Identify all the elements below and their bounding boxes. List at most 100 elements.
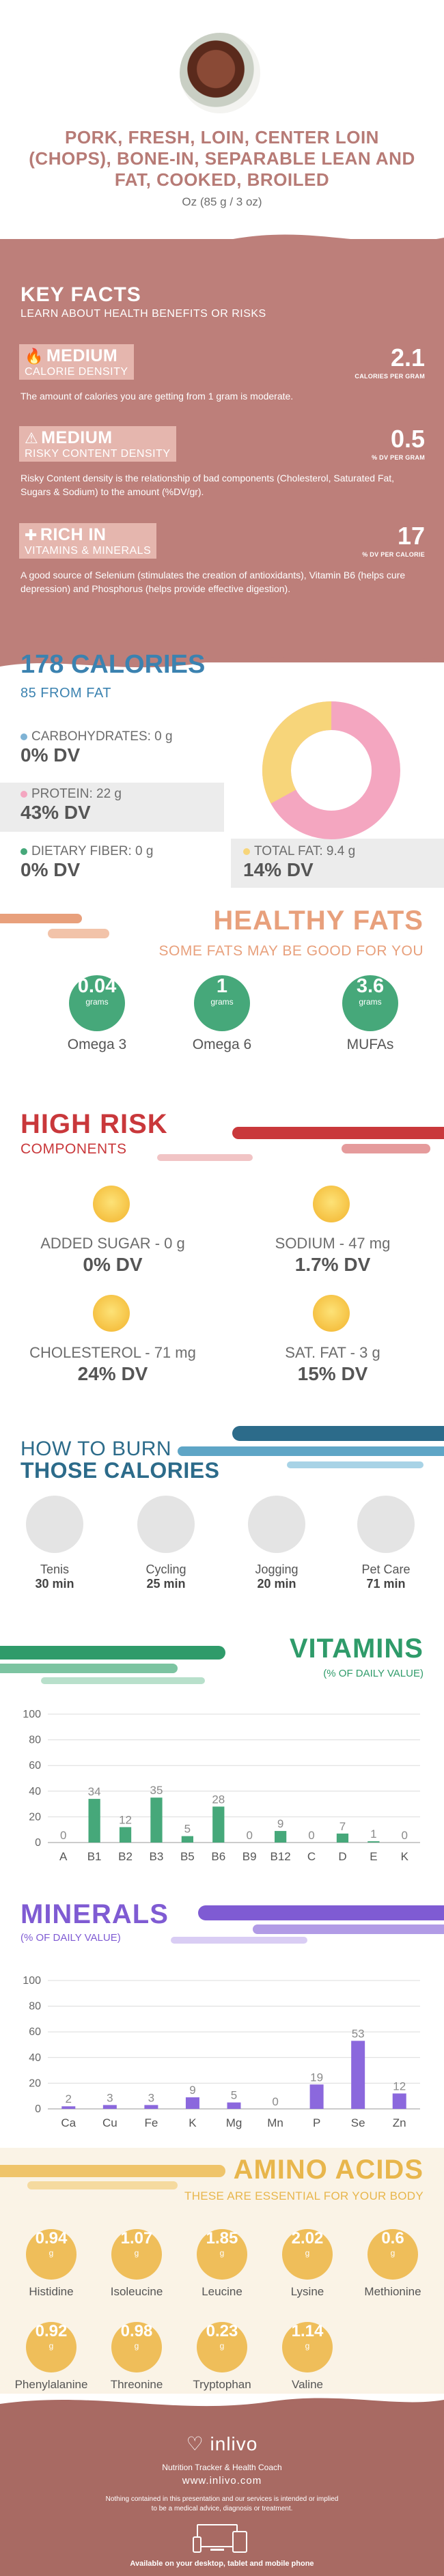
activity-jogging: Jogging 20 min: [236, 1496, 318, 1591]
pet-care-time: 71 min: [366, 1577, 406, 1591]
minerals-category-label: Zn: [393, 2116, 406, 2129]
protein-dv: 43% DV: [20, 802, 91, 823]
food-photo: [180, 33, 260, 113]
burn-decor-bar: [178, 1446, 444, 1456]
vitamins-category-label: A: [59, 1850, 68, 1863]
warning-icon: ⚠: [25, 430, 38, 447]
healthy-fats-decor-bar: [48, 929, 109, 938]
minerals-value-label: 3: [148, 2091, 154, 2104]
minerals-bar-se: [351, 2041, 365, 2109]
vitamins-category-label: E: [370, 1850, 377, 1863]
total-fat-dot: [243, 848, 250, 855]
vitamins-value-label: 7: [339, 1820, 346, 1833]
activity-cycling: Cycling 25 min: [125, 1496, 207, 1591]
key-facts-wave-bottom: [0, 642, 444, 668]
lysine-unit: g: [305, 2248, 310, 2258]
food-title: PORK, FRESH, LOIN, CENTER LOIN (CHOPS), …: [29, 127, 415, 190]
amino-lysine: 2.02 g Lysine: [263, 2221, 352, 2299]
footer-disclaimer-2: to be a medical advice, diagnosis or tre…: [151, 2505, 293, 2512]
minerals-category-label: Se: [351, 2116, 365, 2129]
vitamins-y-tick-label: 80: [29, 1735, 41, 1746]
tennis-icon: [26, 1496, 83, 1553]
total-fat-row-bg: [231, 839, 444, 888]
vitamins-bar-b2: [119, 1827, 132, 1843]
footer-url[interactable]: www.inlivo.com: [182, 2475, 262, 2487]
vitamins-bar-b3: [150, 1797, 163, 1843]
risky-content-badge: ⚠ MEDIUM RISKY CONTENT DENSITY: [19, 426, 176, 462]
minerals-bar-mg: [227, 2102, 241, 2109]
threonine-name: Threonine: [110, 2378, 163, 2391]
pet-care-icon: [357, 1496, 415, 1553]
isoleucine-value: 1.07: [120, 2229, 153, 2248]
calories-subtitle: 85 FROM FAT: [20, 686, 111, 701]
cholesterol-dv: 24% DV: [77, 1363, 148, 1384]
lysine-value: 2.02: [291, 2229, 324, 2248]
added-sugar-label: ADDED SUGAR - 0 g: [40, 1235, 185, 1252]
vitamins-value-label: 0: [246, 1829, 252, 1842]
high-risk-decor-bar: [342, 1144, 430, 1153]
calorie-density-level: MEDIUM: [46, 346, 118, 365]
minerals-value-label: 2: [66, 2092, 72, 2105]
omega-6-unit: grams: [210, 997, 234, 1007]
vitamins-bar-d: [336, 1833, 349, 1843]
minerals-category-label: Ca: [61, 2116, 76, 2129]
omega-3-name: Omega 3: [67, 1037, 127, 1052]
vitamins-value-label: 0: [402, 1829, 408, 1842]
vitamins-bar-b12: [274, 1831, 287, 1843]
added-sugar-smiley-icon: [93, 1186, 130, 1222]
leucine-unit: g: [219, 2248, 225, 2258]
vitamins-y-tick-label: 100: [23, 1709, 41, 1720]
protein-item: PROTEIN: 22 g 43% DV: [20, 787, 225, 824]
cycling-icon: [137, 1496, 195, 1553]
tryptophan-name: Tryptophan: [193, 2378, 251, 2391]
vitamins-bar-b5: [181, 1836, 194, 1843]
calorie-density-value: 2.1: [390, 344, 425, 372]
minerals-category-label: P: [313, 2116, 320, 2129]
amino-isoleucine: 1.07 g Isoleucine: [92, 2221, 181, 2299]
activity-tennis: Tenis 30 min: [14, 1496, 96, 1591]
calorie-density-label: CALORIE DENSITY: [25, 366, 128, 378]
carbohydrates-label: CARBOHYDRATES: 0 g: [31, 729, 173, 744]
omega-6-name: Omega 6: [192, 1037, 252, 1052]
minerals-value-label: 5: [231, 2089, 237, 2102]
brand-logo[interactable]: ♡ inlivo: [0, 2433, 444, 2455]
vitamins-bar-b6: [212, 1806, 225, 1843]
methionine-value: 0.6: [381, 2229, 404, 2248]
minerals-subtitle: (% OF DAILY VALUE): [20, 1932, 121, 1944]
minerals-category-label: Mn: [267, 2116, 283, 2129]
donut-fat-segment: [262, 701, 400, 839]
healthy-fats-title: HEALTHY FATS: [213, 906, 424, 936]
jogging-icon: [248, 1496, 305, 1553]
vitamins-value-label: 1: [370, 1828, 376, 1840]
vitamins-category-label: B2: [118, 1850, 133, 1863]
minerals-value-label: 9: [189, 2084, 195, 2097]
vitamins-decor-bar: [41, 1677, 205, 1684]
minerals-category-label: K: [189, 2116, 197, 2129]
minerals-y-tick-label: 60: [29, 2026, 41, 2038]
vitamins-value-label: 28: [212, 1793, 225, 1806]
protein-dot: [20, 790, 27, 798]
footer: [0, 2407, 444, 2576]
minerals-value-label: 53: [352, 2027, 365, 2040]
vitamins-value-label: 9: [277, 1817, 283, 1830]
vitamins-minerals-description: A good source of Selenium (stimulates th…: [20, 570, 406, 594]
carbohydrates-dot: [20, 733, 27, 740]
phenylalanine-value: 0.92: [35, 2322, 68, 2340]
vitamins-minerals-label: VITAMINS & MINERALS: [25, 545, 152, 557]
valine-unit: g: [305, 2341, 310, 2351]
minerals-y-tick-label: 100: [23, 1975, 41, 1987]
vitamins-y-tick-label: 0: [35, 1837, 41, 1849]
histidine-name: Histidine: [29, 2285, 74, 2298]
vitamins-value-label: 35: [150, 1784, 163, 1797]
healthy-fats-decor-bar: [0, 914, 82, 923]
minerals-category-label: Cu: [102, 2116, 117, 2129]
mufas-unit: grams: [359, 997, 382, 1007]
minerals-decor-bar: [171, 1937, 307, 1944]
minerals-bar-ca: [61, 2106, 76, 2109]
minerals-decor-bar: [198, 1905, 444, 1920]
vitamins-minerals-badge: ✚ RICH IN VITAMINS & MINERALS: [19, 523, 157, 559]
minerals-y-tick-label: 0: [35, 2103, 41, 2115]
minerals-value-label: 0: [272, 2095, 278, 2108]
risky-content-unit: % DV PER GRAM: [372, 454, 425, 461]
vitamins-value-label: 0: [308, 1829, 314, 1842]
